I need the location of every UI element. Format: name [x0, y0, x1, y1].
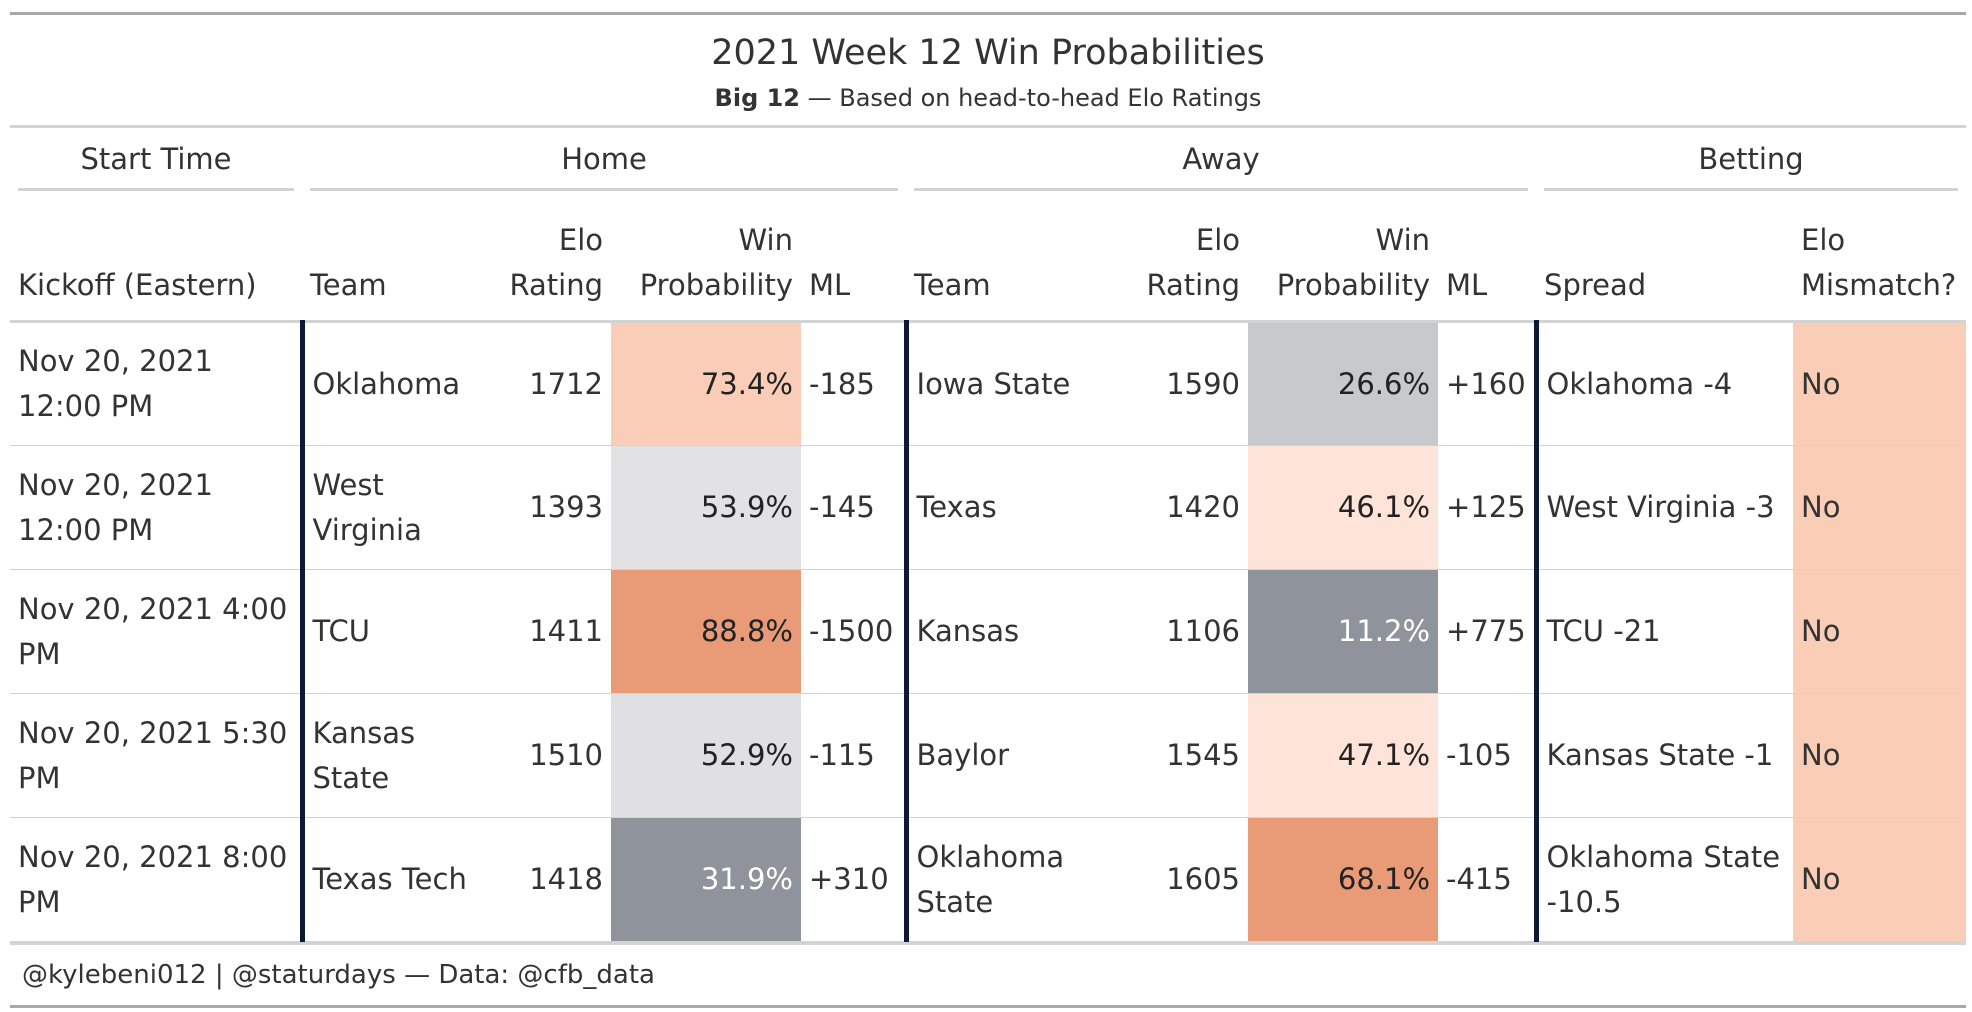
- elo-mismatch-cell: No: [1793, 569, 1967, 694]
- title-block: 2021 Week 12 Win Probabilities Big 12 — …: [10, 15, 1966, 113]
- col-away-ml: ML: [1446, 268, 1488, 302]
- col-away-win-prob: Win Probability: [1276, 223, 1431, 302]
- away-ml-cell: -415: [1446, 862, 1512, 896]
- col-home-team: Team: [310, 268, 387, 302]
- table-body: Nov 20, 2021 12:00 PM Oklahoma 1712 73.4% -1…: [10, 321, 1967, 942]
- table-row: Nov 20, 2021 5:30 PM Kansas State 1510 52.9…: [10, 693, 1967, 818]
- away-team-cell: Baylor: [903, 693, 1137, 818]
- away-team-cell: Kansas: [903, 569, 1137, 694]
- spread-cell: Kansas State -1: [1533, 693, 1794, 818]
- home-elo-cell: 1411: [529, 614, 603, 648]
- away-elo-cell: 1590: [1166, 366, 1241, 401]
- kickoff-cell: Nov 20, 2021 4:00 PM: [18, 591, 288, 671]
- spread-cell: Oklahoma State -10.5: [1533, 817, 1794, 942]
- home-elo-cell: 1510: [529, 738, 603, 772]
- home-win-prob-cell: 53.9%: [611, 445, 801, 570]
- home-ml-cell: -115: [809, 738, 875, 772]
- away-ml-cell: +775: [1446, 614, 1526, 648]
- elo-mismatch-cell: No: [1793, 693, 1967, 818]
- away-elo-cell: 1106: [1166, 614, 1241, 648]
- away-win-prob-cell: 11.2%: [1248, 569, 1439, 694]
- col-home-elo: Elo Rating: [509, 223, 604, 302]
- away-win-prob-cell: 68.1%: [1248, 817, 1439, 942]
- home-team-cell: Kansas State: [299, 693, 498, 818]
- away-win-prob-cell: 46.1%: [1248, 445, 1439, 570]
- home-win-prob-cell: 88.8%: [611, 569, 801, 694]
- spread-cell: West Virginia -3: [1533, 445, 1794, 570]
- table-row: Nov 20, 2021 12:00 PM West Virginia 1393 53…: [10, 445, 1967, 570]
- kickoff-cell: Nov 20, 2021 12:00 PM: [18, 344, 213, 423]
- table-row: Nov 20, 2021 8:00 PM Texas Tech 1418 31.9% +…: [10, 817, 1967, 942]
- col-away-team: Team: [914, 268, 991, 302]
- elo-mismatch-cell: No: [1793, 817, 1967, 942]
- away-team-cell: Iowa State: [903, 321, 1137, 446]
- home-ml-cell: +310: [809, 862, 889, 896]
- away-team-cell: Oklahoma State: [903, 817, 1137, 942]
- home-ml-cell: -185: [809, 366, 875, 401]
- home-ml-cell: -145: [809, 490, 875, 524]
- table-row: Nov 20, 2021 12:00 PM Oklahoma 1712 73.4% -1…: [10, 321, 1967, 446]
- home-team-cell: TCU: [299, 569, 498, 694]
- home-elo-cell: 1712: [529, 366, 603, 401]
- home-elo-cell: 1418: [529, 862, 603, 896]
- kickoff-cell: Nov 20, 2021 8:00 PM: [18, 839, 288, 919]
- spanner-home: Home: [302, 127, 906, 197]
- win-probability-table: Start Time Home Away Betting Kickoff (Ea…: [10, 125, 1967, 942]
- elo-mismatch-cell: No: [1793, 445, 1967, 570]
- spread-cell: Oklahoma -4: [1533, 321, 1794, 446]
- away-ml-cell: -105: [1446, 738, 1512, 772]
- away-elo-cell: 1420: [1166, 490, 1241, 524]
- spanner-away: Away: [906, 127, 1536, 197]
- spanner-betting: Betting: [1536, 127, 1966, 197]
- away-ml-cell: +125: [1446, 490, 1526, 524]
- col-home-win-prob: Win Probability: [639, 223, 793, 302]
- away-elo-cell: 1605: [1166, 862, 1241, 896]
- spanner-row: Start Time Home Away Betting: [10, 126, 1967, 197]
- home-team-cell: Oklahoma: [299, 321, 498, 446]
- table-subtitle: Big 12 — Based on head-to-head Elo Ratin…: [10, 83, 1966, 113]
- subtitle-conference: Big 12: [714, 84, 800, 112]
- home-team-cell: West Virginia: [299, 445, 498, 570]
- col-home-ml: ML: [809, 268, 851, 302]
- source-footer: @kylebeni012 | @staturdays — Data: @cfb_…: [10, 942, 1966, 1008]
- away-elo-cell: 1545: [1166, 738, 1241, 772]
- column-header-row: Kickoff (Eastern) Team Elo Rating Win Prob…: [10, 196, 1967, 322]
- away-win-prob-cell: 47.1%: [1248, 693, 1439, 818]
- col-kickoff: Kickoff (Eastern): [18, 268, 257, 302]
- home-team-cell: Texas Tech: [299, 817, 498, 942]
- elo-mismatch-cell: No: [1793, 321, 1967, 446]
- away-ml-cell: +160: [1446, 366, 1526, 401]
- kickoff-cell: Nov 20, 2021 12:00 PM: [18, 467, 213, 547]
- spread-cell: TCU -21: [1533, 569, 1794, 694]
- col-away-elo: Elo Rating: [1146, 223, 1241, 302]
- col-spread: Spread: [1544, 268, 1647, 302]
- home-win-prob-cell: 73.4%: [611, 321, 801, 446]
- away-team-cell: Texas: [903, 445, 1137, 570]
- home-elo-cell: 1393: [529, 490, 603, 524]
- home-win-prob-cell: 31.9%: [611, 817, 801, 942]
- spanner-start-time: Start Time: [10, 127, 302, 197]
- table-row: Nov 20, 2021 4:00 PM TCU 1411 88.8% -1500 Kan…: [10, 569, 1967, 694]
- table-frame: 2021 Week 12 Win Probabilities Big 12 — …: [10, 12, 1967, 1008]
- home-win-prob-cell: 52.9%: [611, 693, 801, 818]
- home-ml-cell: -1500: [809, 614, 894, 648]
- col-elo-mismatch: Elo Mismatch?: [1801, 223, 1957, 302]
- table-title: 2021 Week 12 Win Probabilities: [711, 33, 1265, 73]
- kickoff-cell: Nov 20, 2021 5:30 PM: [18, 715, 288, 795]
- subtitle-description: — Based on head-to-head Elo Ratings: [800, 84, 1262, 112]
- away-win-prob-cell: 26.6%: [1248, 321, 1439, 446]
